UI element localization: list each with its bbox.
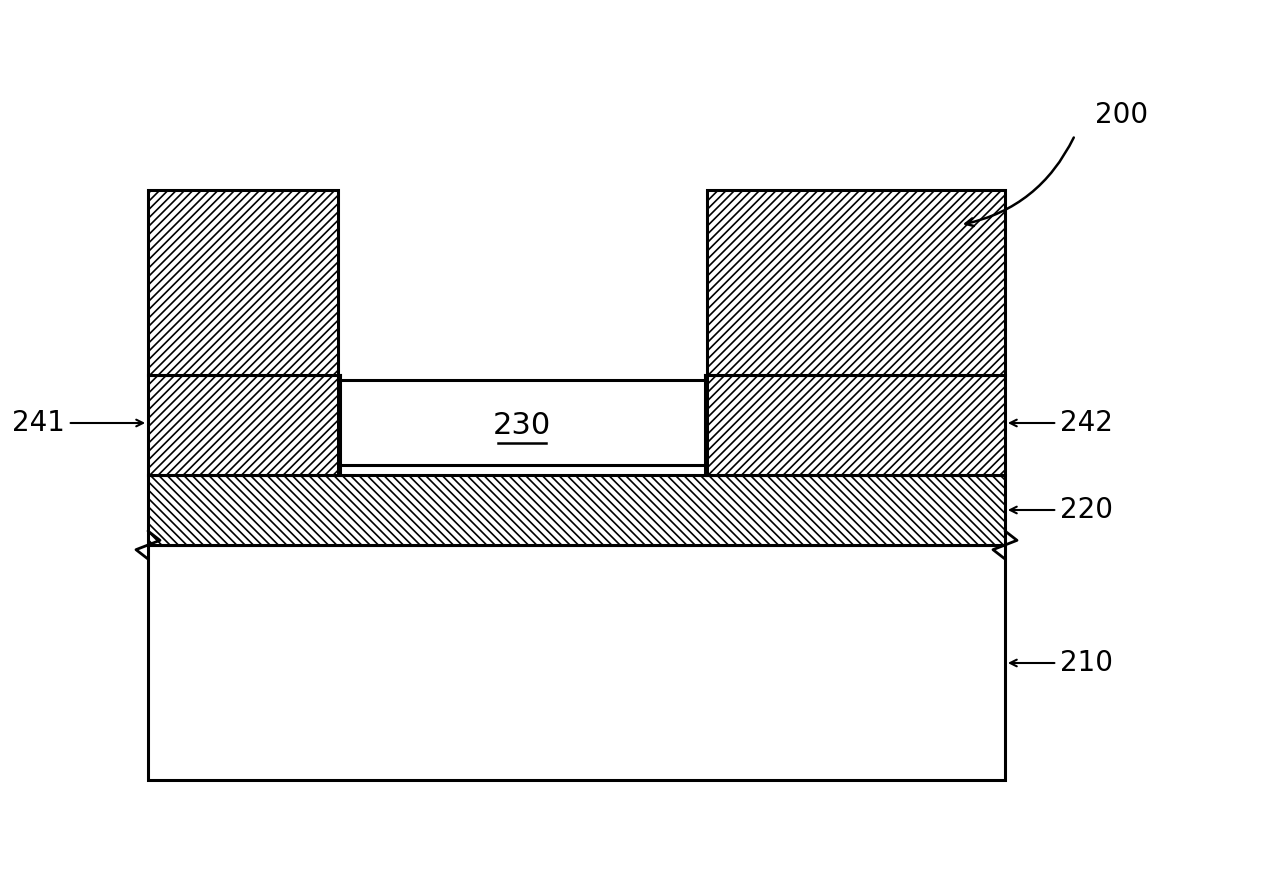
- Bar: [339, 380, 705, 465]
- Text: 200: 200: [1095, 101, 1148, 129]
- Text: 230: 230: [493, 411, 551, 440]
- Text: 241: 241: [12, 409, 143, 437]
- Bar: [149, 545, 1006, 780]
- Text: 210: 210: [1011, 649, 1113, 677]
- Text: 220: 220: [1011, 496, 1113, 524]
- Bar: [707, 190, 1006, 375]
- Text: 242: 242: [1011, 409, 1113, 437]
- Bar: [149, 475, 1006, 545]
- Bar: [149, 190, 338, 375]
- Bar: [705, 375, 1006, 475]
- Bar: [149, 375, 339, 475]
